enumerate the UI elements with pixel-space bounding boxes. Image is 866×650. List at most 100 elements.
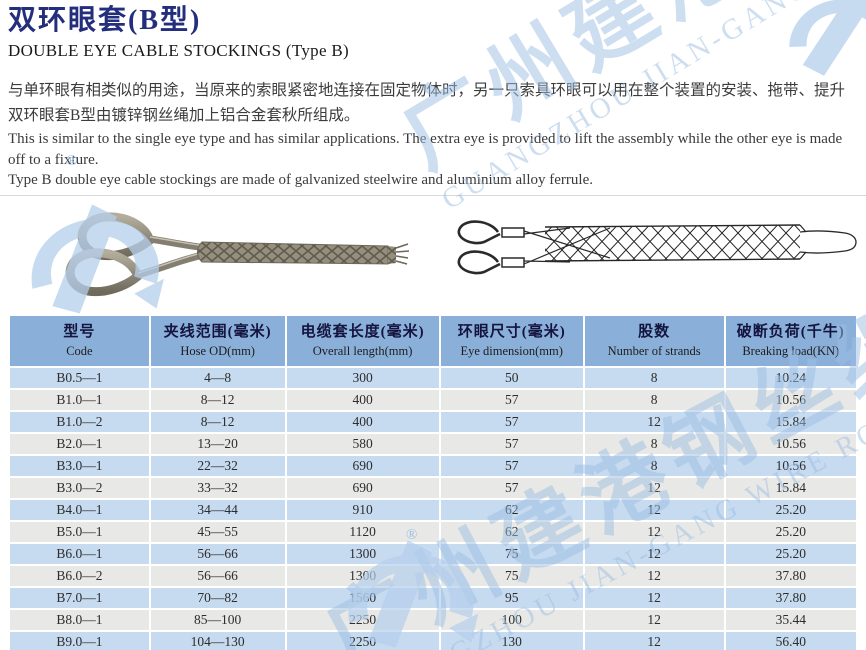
page-subtitle: DOUBLE EYE CABLE STOCKINGS (Type B) xyxy=(8,41,349,60)
table-cell: 104—130 xyxy=(150,632,285,650)
table-cell: 45—55 xyxy=(150,522,285,542)
column-header: 电缆套长度(毫米) Overall length(mm) xyxy=(286,316,439,366)
table-cell: B8.0—1 xyxy=(10,610,149,630)
table-cell: 12 xyxy=(584,610,724,630)
description-zh-line1: 与单环眼有相类似的用途，当原来的索眼紧密地连接在固定物体时，另一只索具环眼可以用… xyxy=(8,82,846,99)
table-cell: B3.0—1 xyxy=(10,456,149,476)
table-cell: 50 xyxy=(440,368,583,388)
table-cell: 12 xyxy=(584,632,724,650)
table-cell: 95 xyxy=(440,588,583,608)
table-cell: B5.0—1 xyxy=(10,522,149,542)
table-row: B5.0—1 45—55 1120 62 12 25.20 xyxy=(10,522,856,542)
table-cell: 100 xyxy=(440,610,583,630)
table-cell: 12 xyxy=(584,566,724,586)
table-cell: 12 xyxy=(584,544,724,564)
table-cell: B1.0—2 xyxy=(10,412,149,432)
table-cell: 2250 xyxy=(286,610,439,630)
table-cell: 25.20 xyxy=(725,522,856,542)
column-header: 夹线范围(毫米) Hose OD(mm) xyxy=(150,316,285,366)
column-header: 股数 Number of strands xyxy=(584,316,724,366)
table-cell: 580 xyxy=(286,434,439,454)
table-cell: 12 xyxy=(584,412,724,432)
table-row: B0.5—1 4—8 300 50 8 10.24 xyxy=(10,368,856,388)
description-en-para1: This is similar to the single eye type a… xyxy=(8,131,843,168)
table-cell: 8 xyxy=(584,434,724,454)
table-cell: 22—32 xyxy=(150,456,285,476)
table-cell: 37.80 xyxy=(725,588,856,608)
table-cell: B6.0—1 xyxy=(10,544,149,564)
table-cell: 57 xyxy=(440,456,583,476)
table-cell: 400 xyxy=(286,412,439,432)
table-cell: 85—100 xyxy=(150,610,285,630)
table-cell: 1300 xyxy=(286,566,439,586)
table-cell: B7.0—1 xyxy=(10,588,149,608)
table-cell: 300 xyxy=(286,368,439,388)
table-row: B6.0—2 56—66 1300 75 12 37.80 xyxy=(10,566,856,586)
table-cell: 57 xyxy=(440,412,583,432)
table-cell: 10.24 xyxy=(725,368,856,388)
table-cell: 25.20 xyxy=(725,544,856,564)
table-cell: 56—66 xyxy=(150,566,285,586)
table-cell: B1.0—1 xyxy=(10,390,149,410)
table-cell: 13—20 xyxy=(150,434,285,454)
table-cell: 10.56 xyxy=(725,456,856,476)
column-header: 破断负荷(千牛) Breaking load(KN) xyxy=(725,316,856,366)
table-cell: 37.80 xyxy=(725,566,856,586)
table-header-row: 型号 Code 夹线范围(毫米) Hose OD(mm) 电缆套长度(毫米) Overal… xyxy=(10,316,856,366)
table-cell: 62 xyxy=(440,522,583,542)
description-en-para2: Type B double eye cable stockings are ma… xyxy=(8,172,593,188)
table-row: B7.0—1 70—82 1560 95 12 37.80 xyxy=(10,588,856,608)
table-cell: B3.0—2 xyxy=(10,478,149,498)
page-header: 双环眼套(B型) DOUBLE EYE CABLE STOCKINGS (Typ… xyxy=(8,4,349,62)
table-cell: 910 xyxy=(286,500,439,520)
table-cell: 1120 xyxy=(286,522,439,542)
column-header: 型号 Code xyxy=(10,316,149,366)
table-cell: 12 xyxy=(584,478,724,498)
table-cell: 8—12 xyxy=(150,390,285,410)
table-cell: B6.0—2 xyxy=(10,566,149,586)
table-cell: 8—12 xyxy=(150,412,285,432)
table-cell: 690 xyxy=(286,478,439,498)
table-cell: 10.56 xyxy=(725,390,856,410)
cable-stocking-photo xyxy=(65,212,410,297)
table-cell: 8 xyxy=(584,456,724,476)
table-cell: 130 xyxy=(440,632,583,650)
description-zh-line2: 双环眼套B型由镀锌钢丝绳加上铝合金套秋所组成。 xyxy=(8,107,360,124)
table-cell: 12 xyxy=(584,588,724,608)
table-cell: 57 xyxy=(440,478,583,498)
table-cell: 57 xyxy=(440,434,583,454)
table-cell: 4—8 xyxy=(150,368,285,388)
table-cell: 15.84 xyxy=(725,478,856,498)
table-cell: B2.0—1 xyxy=(10,434,149,454)
spec-table: 型号 Code 夹线范围(毫米) Hose OD(mm) 电缆套长度(毫米) Overal… xyxy=(8,314,858,650)
table-cell: 25.20 xyxy=(725,500,856,520)
table-cell: 12 xyxy=(584,522,724,542)
product-figures xyxy=(0,196,866,312)
table-cell: 690 xyxy=(286,456,439,476)
table-row: B8.0—1 85—100 2250 100 12 35.44 xyxy=(10,610,856,630)
table-cell: 15.84 xyxy=(725,412,856,432)
table-row: B1.0—2 8—12 400 57 12 15.84 xyxy=(10,412,856,432)
table-cell: 75 xyxy=(440,566,583,586)
section-divider xyxy=(0,195,866,196)
table-row: B6.0—1 56—66 1300 75 12 25.20 xyxy=(10,544,856,564)
table-cell: 62 xyxy=(440,500,583,520)
table-cell: 56.40 xyxy=(725,632,856,650)
table-cell: B4.0—1 xyxy=(10,500,149,520)
table-cell: 56—66 xyxy=(150,544,285,564)
table-cell: 70—82 xyxy=(150,588,285,608)
table-cell: 33—32 xyxy=(150,478,285,498)
table-row: B3.0—1 22—32 690 57 8 10.56 xyxy=(10,456,856,476)
description-zh: 与单环眼有相类似的用途，当原来的索眼紧密地连接在固定物体时，另一只索具环眼可以用… xyxy=(8,78,864,128)
description-en: This is similar to the single eye type a… xyxy=(8,129,862,191)
table-cell: 1560 xyxy=(286,588,439,608)
table-cell: 400 xyxy=(286,390,439,410)
table-row: B9.0—1 104—130 2250 130 12 56.40 xyxy=(10,632,856,650)
table-cell: B0.5—1 xyxy=(10,368,149,388)
table-row: B1.0—1 8—12 400 57 8 10.56 xyxy=(10,390,856,410)
table-row: B2.0—1 13—20 580 57 8 10.56 xyxy=(10,434,856,454)
table-row: B4.0—1 34—44 910 62 12 25.20 xyxy=(10,500,856,520)
page-title: 双环眼套(B型) xyxy=(8,5,202,36)
table-cell: 2250 xyxy=(286,632,439,650)
